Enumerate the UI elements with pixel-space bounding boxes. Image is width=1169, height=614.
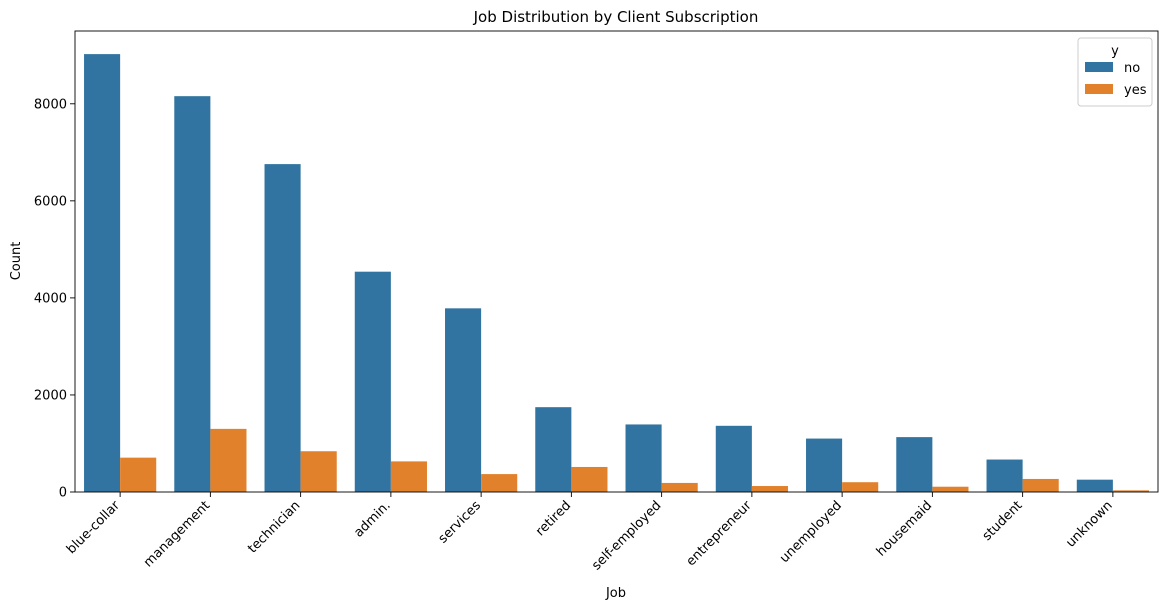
x-tick-label-admin.: admin. <box>351 498 393 540</box>
bar-no-entrepreneur <box>715 425 752 492</box>
legend-label-no: no <box>1124 61 1140 76</box>
bar-no-unknown <box>1076 479 1113 492</box>
y-tick-label: 0 <box>59 486 67 501</box>
x-tick-label-entrepreneur: entrepreneur <box>684 498 756 570</box>
bar-yes-entrepreneur <box>751 486 788 492</box>
bar-yes-student <box>1022 478 1059 492</box>
bar-yes-unemployed <box>842 482 879 492</box>
x-tick-label-retired: retired <box>533 498 574 539</box>
y-axis-title: Count <box>9 242 24 281</box>
bar-yes-retired <box>571 466 608 492</box>
bar-yes-blue-collar <box>120 457 157 492</box>
bar-no-housemaid <box>896 437 933 492</box>
legend-swatch-no <box>1085 62 1113 72</box>
chart-title: Job Distribution by Client Subscription <box>473 8 759 26</box>
x-tick-label-services: services <box>436 498 484 546</box>
y-tick-label: 4000 <box>34 291 67 306</box>
x-tick-label-self-employed: self-employed <box>589 498 664 573</box>
legend: y no yes <box>1077 37 1153 107</box>
y-tick-label: 8000 <box>34 97 67 112</box>
bar-yes-management <box>210 428 247 492</box>
x-tick-label-technician: technician <box>245 498 303 556</box>
bar-yes-services <box>481 474 518 492</box>
x-tick-label-management: management <box>141 498 213 570</box>
bar-no-blue-collar <box>84 54 121 492</box>
bar-yes-technician <box>300 451 337 492</box>
y-tick-label: 6000 <box>34 194 67 209</box>
bar-yes-housemaid <box>932 486 969 492</box>
bar-no-technician <box>264 164 301 493</box>
x-tick-label-unemployed: unemployed <box>777 498 845 566</box>
bar-yes-admin. <box>390 461 427 492</box>
x-axis: blue-collar management technician admin. ser… <box>64 492 1116 573</box>
bar-yes-self-employed <box>661 482 698 492</box>
x-axis-title: Job <box>605 586 626 601</box>
x-tick-label-blue-collar: blue-collar <box>64 498 123 557</box>
bar-no-unemployed <box>806 438 843 492</box>
y-tick-label: 2000 <box>34 388 67 403</box>
plot-frame <box>74 30 1159 493</box>
x-tick-label-unknown: unknown <box>1063 498 1115 550</box>
bar-no-services <box>445 308 482 492</box>
bar-no-management <box>174 96 211 493</box>
x-tick-label-student: student <box>980 498 1026 544</box>
bar-yes-unknown <box>1112 490 1149 492</box>
bar-no-admin. <box>354 271 391 492</box>
legend-title: y <box>1111 44 1119 59</box>
y-axis: 0 2000 4000 6000 8000 <box>34 97 75 501</box>
legend-swatch-yes <box>1085 84 1113 94</box>
bar-no-self-employed <box>625 424 662 492</box>
bar-no-retired <box>535 407 572 492</box>
bars-group <box>84 54 1149 493</box>
x-tick-label-housemaid: housemaid <box>874 498 935 559</box>
legend-label-yes: yes <box>1124 83 1147 98</box>
bar-no-student <box>986 459 1023 492</box>
